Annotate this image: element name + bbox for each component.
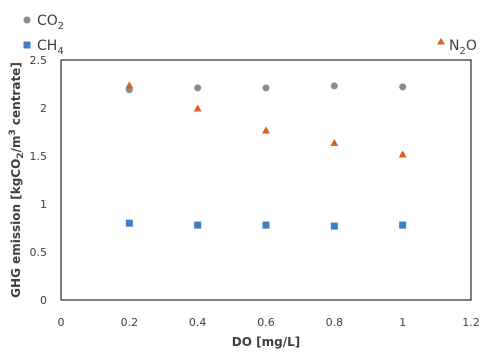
data-point-n2o xyxy=(262,126,270,134)
plot-area-border xyxy=(60,59,472,301)
y-tick-label: 2.5 xyxy=(30,54,48,67)
legend: CO2 CH4 N2O xyxy=(23,13,477,57)
data-point-ch4 xyxy=(262,221,270,229)
data-points xyxy=(125,81,407,230)
legend-label-co2: CO2 xyxy=(37,13,64,32)
y-tick-label: 0.5 xyxy=(30,246,48,259)
x-tick-label: 0.4 xyxy=(189,316,207,329)
legend-label-ch4: CH4 xyxy=(37,38,64,57)
data-point-ch4 xyxy=(330,222,338,230)
y-tick-label: 2 xyxy=(40,102,47,115)
data-point-n2o xyxy=(330,139,339,147)
x-tick-label: 1.2 xyxy=(462,316,480,329)
x-tick-label: 0.2 xyxy=(121,316,139,329)
data-point-ch4 xyxy=(399,221,407,229)
data-point-n2o xyxy=(398,150,407,158)
legend-item-co2: CO2 xyxy=(23,13,64,32)
data-point-co2 xyxy=(399,83,407,91)
data-point-ch4 xyxy=(194,221,202,229)
legend-marker-co2 xyxy=(23,16,31,24)
data-point-co2 xyxy=(194,84,202,92)
legend-item-n2o: N2O xyxy=(437,38,477,57)
x-axis-ticks: 0 0.2 0.4 0.6 0.8 1 1.2 xyxy=(58,316,480,329)
y-tick-label: 1.5 xyxy=(30,150,48,163)
y-tick-label: 0 xyxy=(40,294,47,307)
y-tick-label: 1 xyxy=(40,198,47,211)
legend-item-ch4: CH4 xyxy=(23,38,64,57)
legend-marker-n2o xyxy=(437,38,445,45)
data-point-co2 xyxy=(262,84,270,92)
data-point-n2o xyxy=(193,104,202,112)
legend-label-n2o: N2O xyxy=(449,38,477,57)
y-axis-title: GHG emission [kgCO2/m3 centrate] xyxy=(8,62,26,298)
y-axis-ticks: 0 0.5 1 1.5 2 2.5 xyxy=(30,54,48,307)
data-point-n2o xyxy=(125,81,134,89)
data-point-co2 xyxy=(330,82,338,90)
x-tick-label: 1 xyxy=(399,316,406,329)
x-tick-label: 0.8 xyxy=(326,316,344,329)
legend-marker-ch4 xyxy=(23,41,31,49)
data-point-ch4 xyxy=(125,219,133,227)
x-tick-label: 0.6 xyxy=(257,316,275,329)
x-tick-label: 0 xyxy=(58,316,65,329)
x-axis-title: DO [mg/L] xyxy=(232,335,300,349)
